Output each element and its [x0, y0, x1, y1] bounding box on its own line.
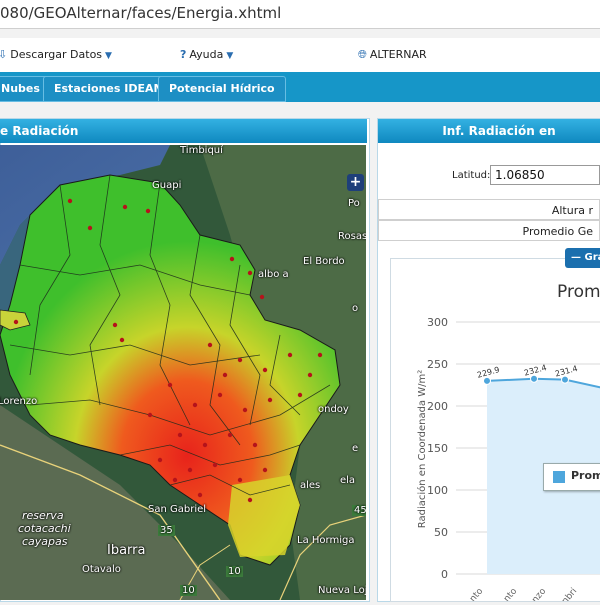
chart-title: Prome: [557, 282, 600, 302]
latitude-input[interactable]: [490, 165, 600, 185]
map-label: Po: [348, 198, 360, 209]
map-label: Guapi: [152, 180, 182, 191]
map-label: Ibarra: [107, 543, 146, 558]
map-label: albo a: [258, 269, 289, 280]
browser-address-bar[interactable]: 080/GEOAlternar/faces/Energia.xhtml: [0, 0, 600, 29]
x-tick-label: nzo: [530, 586, 548, 601]
menu-bar: ⇩ Descargar Datos ▼ ? Ayuda ▼ 🌐︎ ALTERNAR: [0, 38, 600, 73]
map-label: Rosas: [338, 231, 366, 242]
y-tick-label: 100: [427, 484, 448, 497]
minus-icon: —: [571, 252, 581, 263]
x-tick-label: nto: [502, 586, 519, 601]
info-panel-header: Inf. Radiación en: [378, 119, 600, 143]
map-label: reserva: [22, 509, 64, 522]
series-line: [486, 377, 600, 389]
url-text[interactable]: 080/GEOAlternar/faces/Energia.xhtml: [0, 4, 282, 22]
map-label: cayapas: [22, 535, 68, 548]
map-label: o: [352, 303, 359, 314]
y-tick-label: 150: [427, 442, 448, 455]
map-label: Otavalo: [82, 564, 121, 575]
download-icon: ⇩: [0, 48, 8, 61]
chart-y-axis-label: Radiación en Coordenada W/m²: [416, 370, 428, 528]
map-label: La Hormiga: [297, 535, 355, 546]
road-shield: 35: [158, 525, 175, 536]
chevron-down-icon: ▼: [226, 51, 234, 61]
latitude-label: Latitud:: [452, 170, 491, 181]
zoom-in-button[interactable]: +: [347, 174, 364, 191]
altura-row[interactable]: Altura r: [378, 199, 600, 220]
map-label: Nueva Loja: [318, 585, 366, 596]
data-point[interactable]: [561, 375, 569, 384]
map-label: ela: [340, 475, 356, 486]
y-tick-label: 250: [427, 358, 448, 371]
map-label: El Bordo: [303, 256, 345, 267]
map-label: ondoy: [318, 404, 349, 415]
data-point[interactable]: [483, 376, 491, 385]
y-tick-label: 50: [434, 526, 448, 539]
chart-legend: Prom: [543, 463, 600, 491]
road-shield: 45: [352, 505, 366, 516]
y-tick-label: 300: [427, 316, 448, 329]
promedio-row[interactable]: Promedio Ge: [378, 220, 600, 241]
x-tick-label: nto: [468, 586, 485, 601]
help-icon: ?: [180, 48, 187, 61]
x-tick-label: nbri: [560, 587, 579, 601]
y-tick-label: 200: [427, 400, 448, 413]
chevron-down-icon: ▼: [105, 51, 112, 61]
map-label: San Gabriel: [148, 504, 207, 515]
road-shield: 10: [180, 585, 197, 596]
legend-swatch: [553, 471, 565, 483]
alternar-menu[interactable]: 🌐︎ ALTERNAR: [358, 48, 427, 61]
road-shield: 10: [226, 566, 243, 577]
globe-icon: 🌐︎: [358, 48, 367, 61]
map-canvas: [0, 145, 366, 600]
map-label: Lorenzo: [0, 396, 38, 407]
radiation-chart: Prome Radiación en Coordenada W/m² 0 50 10…: [416, 282, 600, 605]
descargar-datos-menu[interactable]: ⇩ Descargar Datos ▼: [0, 48, 112, 61]
tab-potencial-hidrico[interactable]: Potencial Hídrico: [158, 76, 286, 102]
map-panel-header: e Radiación: [0, 119, 367, 143]
tab-bar: Nubes Estaciones IDEAM Potencial Hídrico: [0, 72, 600, 102]
chart-container: Prome Radiación en Coordenada W/m² 0 50 10…: [390, 258, 600, 605]
radiation-map[interactable]: Timbiquí Guapi Po Rosas El Bordo albo a …: [0, 145, 366, 600]
tab-estaciones-ideam[interactable]: Estaciones IDEAM: [43, 76, 176, 102]
graph-toggle-button[interactable]: — Gra: [565, 248, 600, 268]
map-label: e: [352, 443, 359, 454]
tab-nubes[interactable]: Nubes: [0, 76, 51, 102]
data-point[interactable]: [530, 374, 538, 383]
legend-label: Prom: [571, 469, 600, 482]
map-label: ales: [300, 480, 321, 491]
y-tick-label: 0: [441, 568, 448, 581]
map-label: cotacachi: [18, 522, 71, 535]
ayuda-menu[interactable]: ? Ayuda ▼: [180, 48, 234, 61]
map-label: Timbiquí: [180, 145, 223, 156]
